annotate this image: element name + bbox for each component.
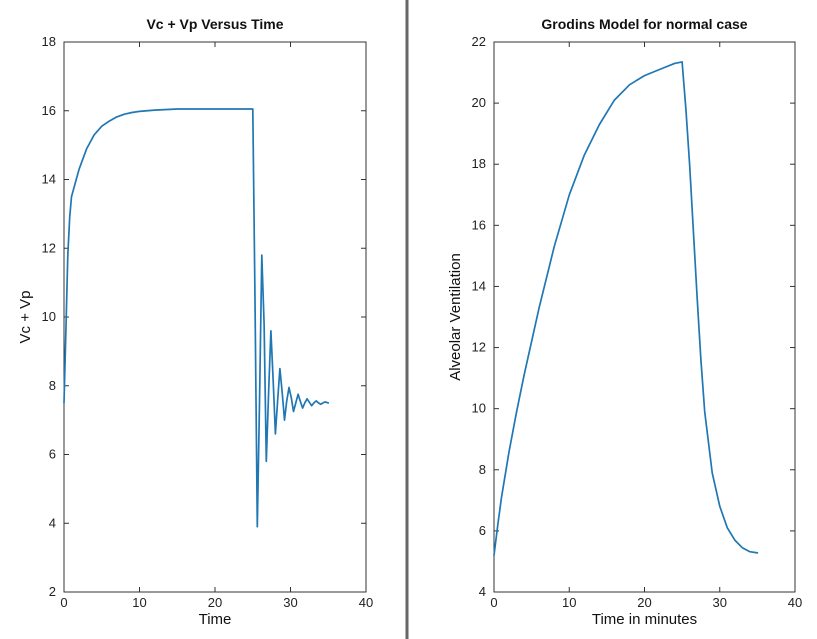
right-plot-y-tick-label: 4 xyxy=(479,584,486,599)
left-plot: Vc + Vp Versus Time Time Vc + Vp 0 10 20 30… xyxy=(17,16,373,628)
right-plot-y-tick-label: 10 xyxy=(472,401,486,416)
right-plot-y-tick-label: 22 xyxy=(472,34,486,49)
left-plot-y-tick-label: 6 xyxy=(49,447,56,462)
left-plot-title: Vc + Vp Versus Time xyxy=(146,16,283,32)
left-plot-y-tick-label: 4 xyxy=(49,515,56,530)
left-plot-y-tick-label: 16 xyxy=(42,103,56,118)
right-plot-y-axis-label: Alveolar Ventilation xyxy=(447,253,464,381)
right-plot-x-axis-label: Time in minutes xyxy=(592,611,697,628)
left-plot-data-line xyxy=(63,108,330,528)
left-plot-x-tick-label: 10 xyxy=(132,595,146,610)
left-plot-y-tick-label: 8 xyxy=(49,378,56,393)
left-plot-y-tick-label: 14 xyxy=(42,172,56,187)
right-plot-x-tick-label: 10 xyxy=(562,595,576,610)
left-plot-y-axis-label: Vc + Vp xyxy=(17,291,34,344)
left-plot-y-tick-label: 2 xyxy=(49,584,56,599)
right-plot-x-tick-label: 20 xyxy=(637,595,651,610)
right-plot-y-tick-label: 12 xyxy=(472,340,486,355)
left-plot-y-tick-label: 12 xyxy=(42,240,56,255)
right-plot-data-line xyxy=(493,61,759,557)
right-plot-x-tick-label: 0 xyxy=(490,595,497,610)
right-plot-y-tick-label: 16 xyxy=(472,217,486,232)
left-plot-x-tick-label: 30 xyxy=(283,595,297,610)
right-plot-x-tick-label: 40 xyxy=(788,595,802,610)
right-plot-axes-frame xyxy=(493,41,796,593)
right-plot-y-tick-label: 14 xyxy=(472,278,486,293)
right-plot-y-tick-label: 6 xyxy=(479,523,486,538)
left-plot-axes-frame xyxy=(63,41,367,593)
right-plot-y-tick-label: 8 xyxy=(479,462,486,477)
left-plot-x-tick-label: 40 xyxy=(359,595,373,610)
left-plot-x-tick-label: 0 xyxy=(60,595,67,610)
right-plot-y-tick-label: 18 xyxy=(472,156,486,171)
right-plot-title: Grodins Model for normal case xyxy=(541,16,747,32)
right-plot-y-tick-label: 20 xyxy=(472,95,486,110)
left-plot-y-tick-label: 10 xyxy=(42,309,56,324)
left-plot-x-axis-label: Time xyxy=(199,611,232,628)
right-plot-x-tick-label: 30 xyxy=(713,595,727,610)
left-plot-x-tick-label: 20 xyxy=(208,595,222,610)
right-plot: Grodins Model for normal case Time in mi… xyxy=(447,16,802,628)
left-plot-y-tick-label: 18 xyxy=(42,34,56,49)
